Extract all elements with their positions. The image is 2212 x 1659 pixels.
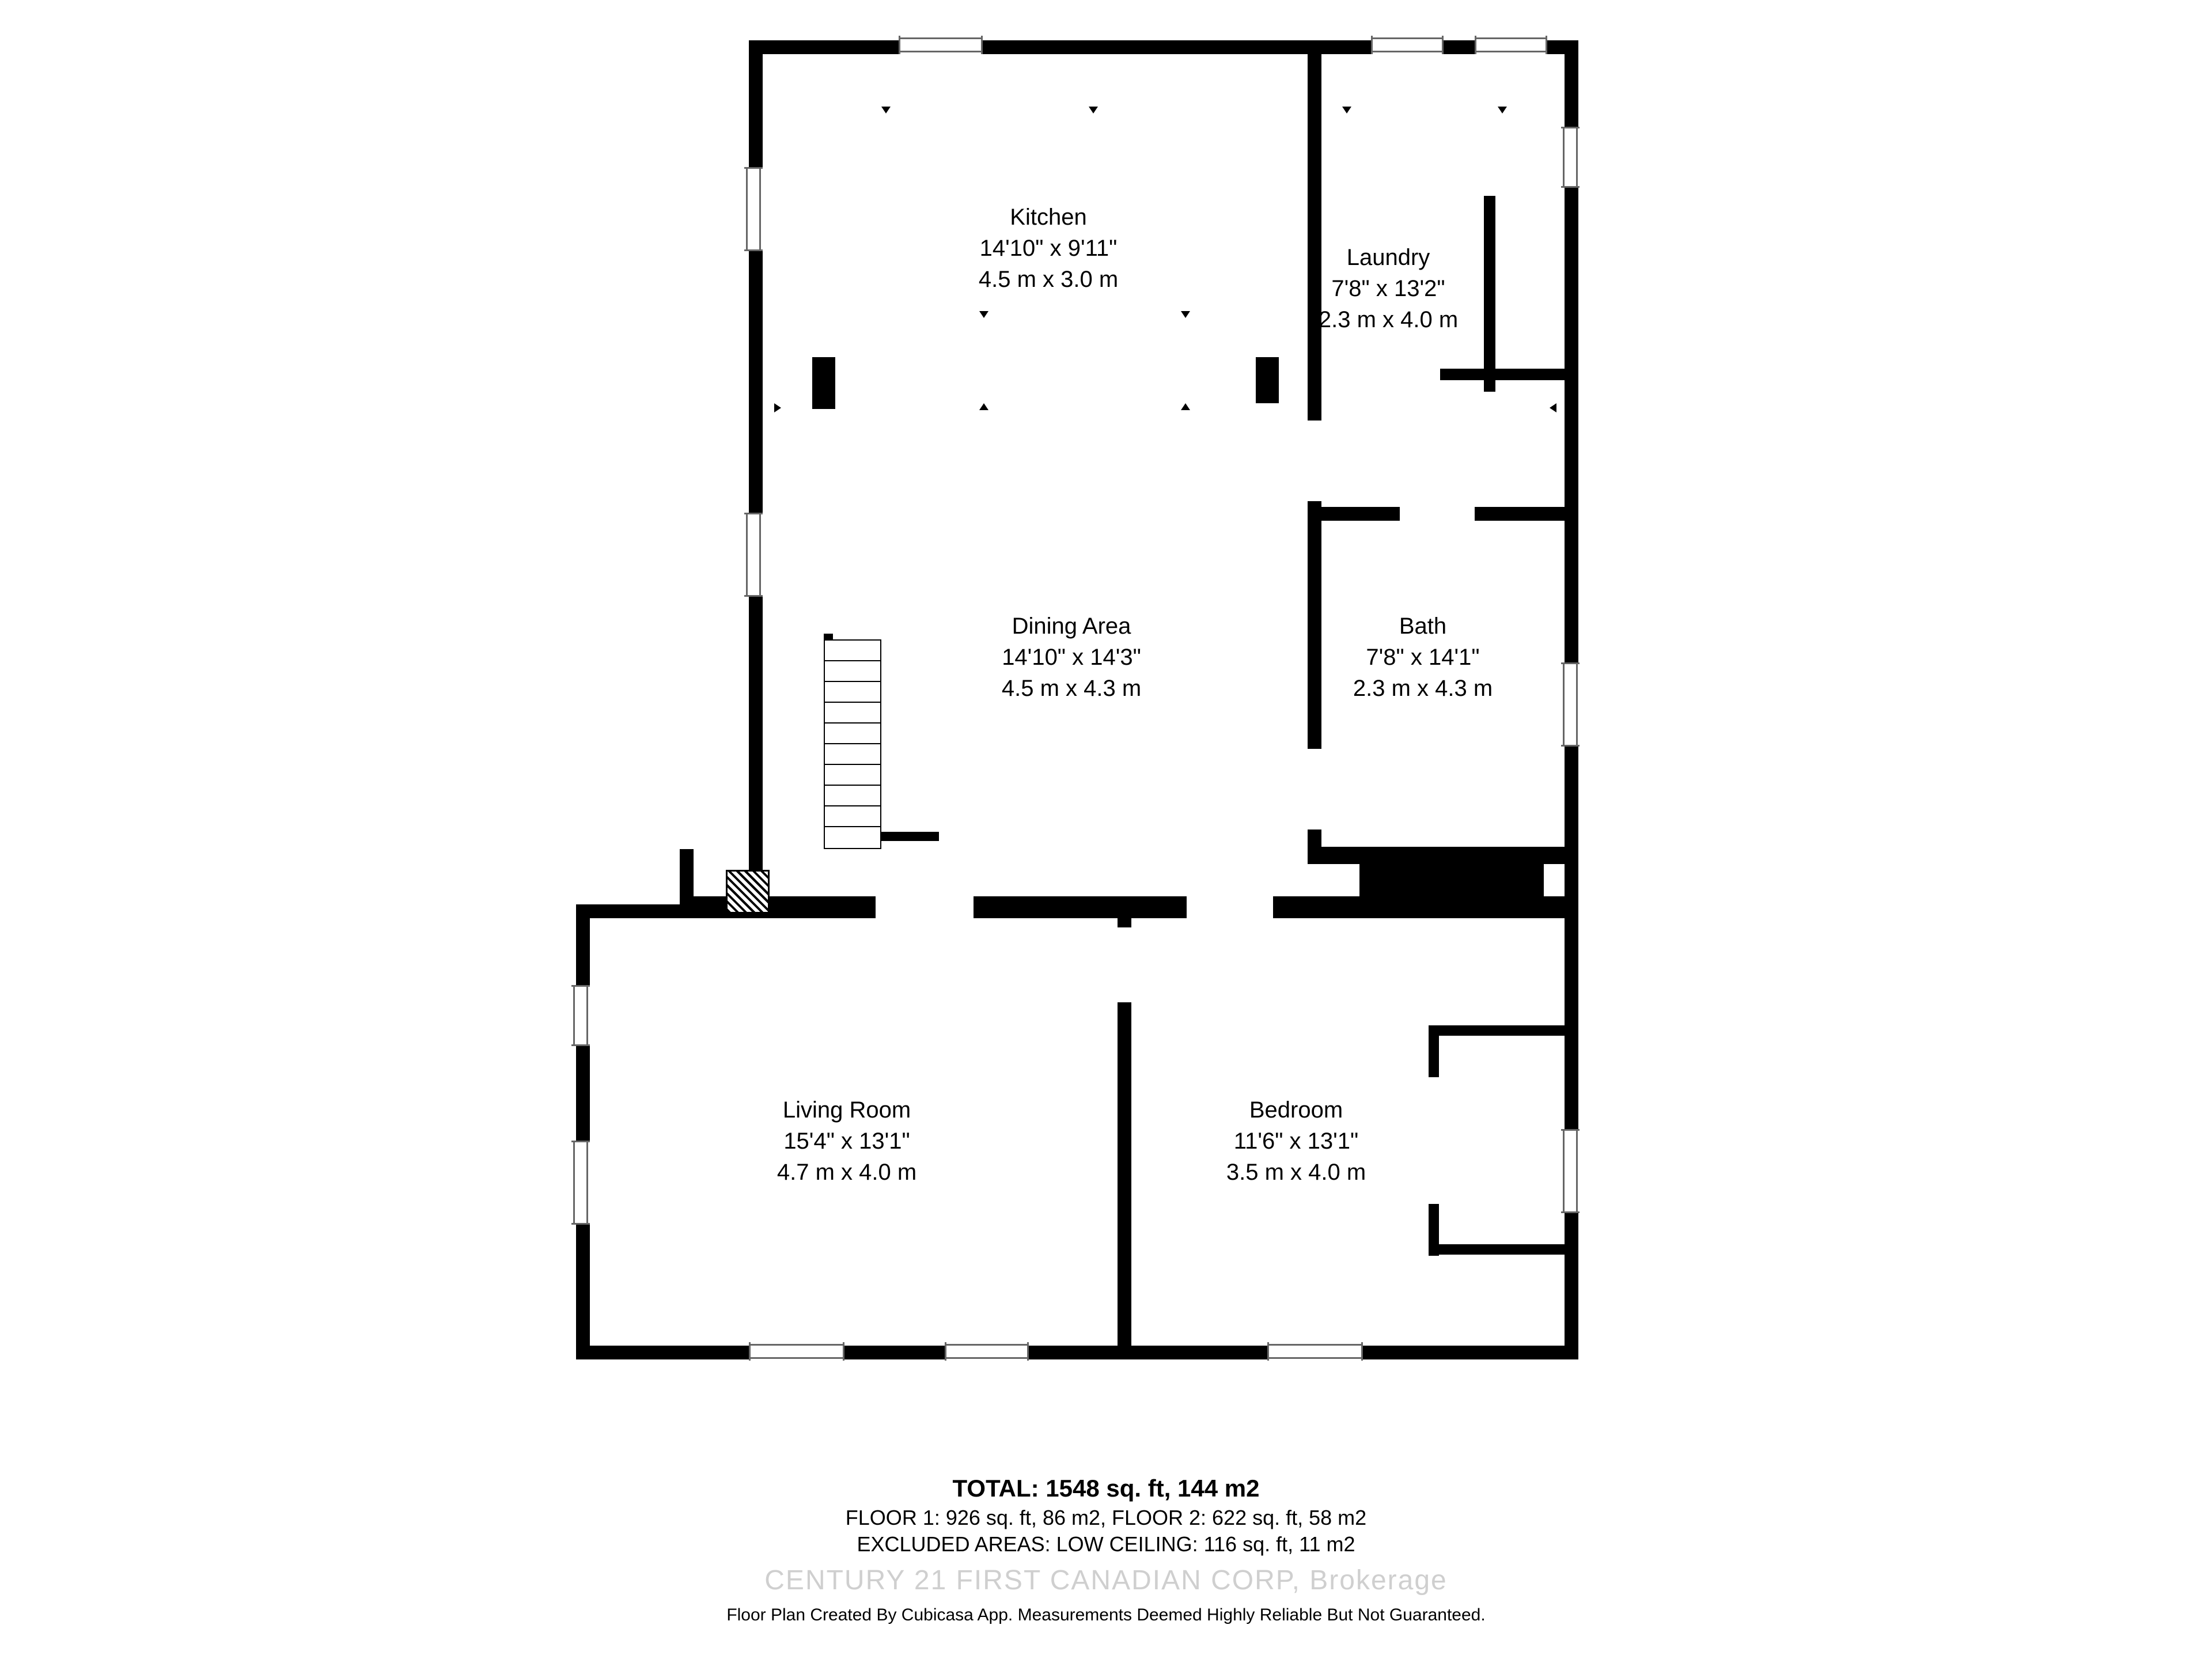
window-0 [899, 36, 983, 54]
room-name-bath: Bath [1308, 611, 1538, 642]
direction-marker-1 [1089, 107, 1098, 113]
direction-marker-7 [1181, 403, 1190, 410]
wall-bed-closet-v1 [1429, 1025, 1439, 1077]
room-label-kitchen: Kitchen14'10" x 9'11"4.5 m x 3.0 m [933, 202, 1164, 295]
direction-marker-6 [979, 403, 988, 410]
stair-step-6 [824, 764, 881, 787]
opening-bath-left [1308, 749, 1321, 830]
opening-lr-bed-div [1118, 927, 1131, 1002]
wall-upper-top [749, 40, 1578, 54]
wall-laundry-nook-h [1484, 369, 1576, 380]
stair-step-8 [824, 805, 881, 828]
wall-laundry-nook-h2 [1440, 369, 1486, 380]
window-5 [1561, 127, 1580, 188]
stair-step-3 [824, 702, 881, 725]
direction-marker-9 [1181, 311, 1190, 318]
direction-marker-8 [979, 311, 988, 318]
room-dim-imperial-laundry: 7'8" x 13'2" [1273, 273, 1503, 304]
window-1 [1371, 36, 1444, 54]
room-dim-imperial-dining-area: 14'10" x 14'3" [956, 642, 1187, 673]
stair-step-9 [824, 826, 881, 849]
room-dim-metric-laundry: 2.3 m x 4.0 m [1273, 304, 1503, 335]
window-8 [571, 1141, 590, 1225]
direction-marker-5 [1550, 403, 1556, 412]
wall-ext-stub-left-v [680, 849, 694, 907]
stair-step-4 [824, 722, 881, 745]
stair-step-5 [824, 743, 881, 766]
room-dim-imperial-kitchen: 14'10" x 9'11" [933, 233, 1164, 264]
room-name-dining-area: Dining Area [956, 611, 1187, 642]
room-name-bedroom: Bedroom [1181, 1094, 1411, 1126]
opening-lower-top [876, 904, 974, 918]
window-2 [1475, 36, 1547, 54]
wall-bed-closet-v2 [1429, 1204, 1439, 1256]
summary-total: TOTAL: 1548 sq. ft, 144 m2 [0, 1475, 2212, 1502]
wall-lower-left [576, 904, 590, 1359]
room-name-living-room: Living Room [732, 1094, 962, 1126]
room-dim-metric-bath: 2.3 m x 4.3 m [1308, 673, 1538, 704]
wall-stub-kitchen [1256, 357, 1279, 403]
stair-step-0 [824, 639, 881, 662]
room-dim-imperial-living-room: 15'4" x 13'1" [732, 1126, 962, 1157]
room-label-bath: Bath7'8" x 14'1"2.3 m x 4.3 m [1308, 611, 1538, 704]
window-10 [749, 1342, 844, 1361]
room-label-bedroom: Bedroom11'6" x 13'1"3.5 m x 4.0 m [1181, 1094, 1411, 1188]
wall-lower-bottom [576, 1346, 1578, 1359]
room-dim-metric-bedroom: 3.5 m x 4.0 m [1181, 1157, 1411, 1188]
watermark: CENTURY 21 FIRST CANADIAN CORP, Brokerag… [0, 1565, 2212, 1596]
window-7 [571, 985, 590, 1046]
wall-bed-closet-h1 [1429, 1025, 1578, 1036]
room-dim-metric-living-room: 4.7 m x 4.0 m [732, 1157, 962, 1188]
wall-bath-fixture [1359, 858, 1544, 896]
hatch-fireplace [726, 870, 770, 914]
opening-lower-top [1187, 904, 1273, 918]
room-name-laundry: Laundry [1273, 242, 1503, 273]
opening-bath-top [1400, 507, 1475, 521]
room-label-dining-area: Dining Area14'10" x 14'3"4.5 m x 4.3 m [956, 611, 1187, 704]
stair-step-2 [824, 681, 881, 704]
window-11 [945, 1342, 1029, 1361]
direction-marker-4 [774, 403, 781, 412]
window-6 [1561, 662, 1580, 747]
window-9 [1561, 1129, 1580, 1213]
direction-marker-0 [881, 107, 891, 113]
window-12 [1267, 1342, 1363, 1361]
room-dim-metric-dining-area: 4.5 m x 4.3 m [956, 673, 1187, 704]
opening-laundry-div [1308, 421, 1321, 501]
summary-floors: FLOOR 1: 926 sq. ft, 86 m2, FLOOR 2: 622… [0, 1506, 2212, 1530]
window-3 [744, 167, 763, 251]
wall-stub-dining [812, 357, 835, 409]
room-dim-metric-kitchen: 4.5 m x 3.0 m [933, 264, 1164, 295]
credit-line: Floor Plan Created By Cubicasa App. Meas… [0, 1605, 2212, 1625]
summary-excluded: EXCLUDED AREAS: LOW CEILING: 116 sq. ft,… [0, 1532, 2212, 1556]
stair-step-7 [824, 785, 881, 808]
footer: TOTAL: 1548 sq. ft, 144 m2 FLOOR 1: 926 … [0, 1475, 2212, 1625]
room-label-living-room: Living Room15'4" x 13'1"4.7 m x 4.0 m [732, 1094, 962, 1188]
stair-step-1 [824, 660, 881, 683]
room-label-laundry: Laundry7'8" x 13'2"2.3 m x 4.0 m [1273, 242, 1503, 335]
room-name-kitchen: Kitchen [933, 202, 1164, 233]
window-4 [744, 513, 763, 597]
wall-bed-closet-h2 [1429, 1244, 1578, 1255]
room-dim-imperial-bedroom: 11'6" x 13'1" [1181, 1126, 1411, 1157]
direction-marker-2 [1342, 107, 1351, 113]
room-dim-imperial-bath: 7'8" x 14'1" [1308, 642, 1538, 673]
direction-marker-3 [1498, 107, 1507, 113]
